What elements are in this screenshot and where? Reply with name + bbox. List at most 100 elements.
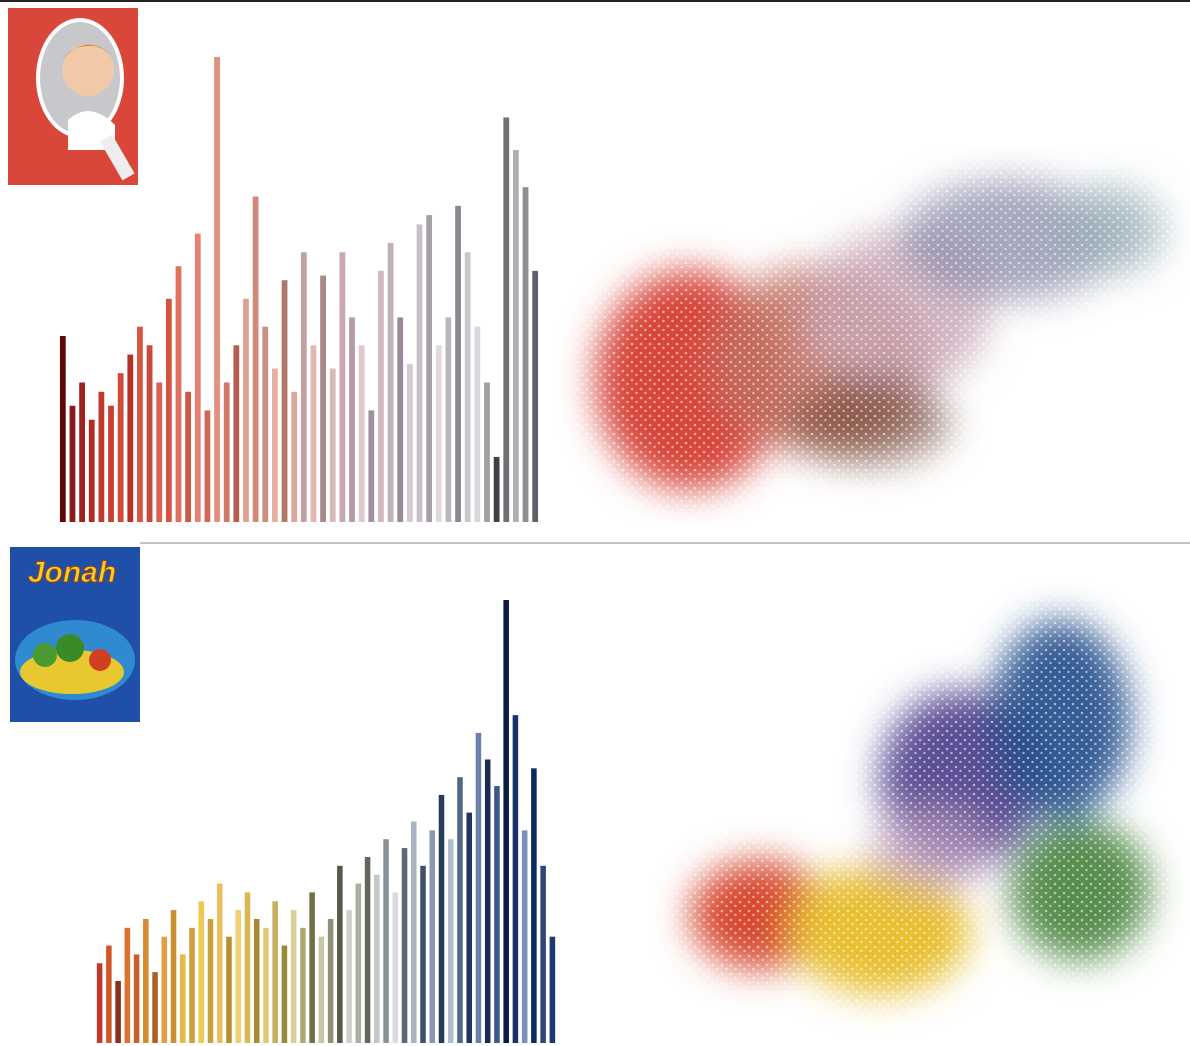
bar xyxy=(175,266,182,522)
bar xyxy=(435,345,442,522)
bar xyxy=(223,382,230,522)
bar xyxy=(466,812,472,1043)
bar xyxy=(180,954,186,1043)
bar xyxy=(420,865,426,1043)
bar xyxy=(355,883,362,1043)
bar xyxy=(455,205,461,523)
poster-bottom: Jonah xyxy=(10,547,140,722)
bar xyxy=(88,419,95,522)
bar xyxy=(531,768,537,1043)
bar xyxy=(337,865,343,1043)
bar xyxy=(318,936,325,1043)
speckle xyxy=(560,120,1190,540)
bar xyxy=(339,252,346,523)
bar xyxy=(165,298,172,522)
bar xyxy=(133,954,140,1043)
bar xyxy=(59,336,66,522)
bar xyxy=(503,117,510,522)
bar xyxy=(216,883,223,1043)
bar xyxy=(349,317,355,522)
bar xyxy=(281,280,288,522)
bar xyxy=(457,777,463,1043)
bar xyxy=(445,317,452,522)
bar xyxy=(329,368,336,522)
bar xyxy=(198,901,205,1043)
bar xyxy=(272,368,278,522)
bar xyxy=(401,848,408,1043)
bar xyxy=(429,830,436,1043)
bar xyxy=(214,57,220,522)
bar xyxy=(69,405,76,522)
bar xyxy=(253,918,260,1043)
bar xyxy=(235,910,241,1043)
bar xyxy=(368,410,375,522)
bar xyxy=(244,892,251,1043)
bar xyxy=(152,972,158,1043)
bar xyxy=(98,391,105,522)
bar xyxy=(387,243,394,522)
bar xyxy=(281,945,288,1043)
bar xyxy=(406,363,413,522)
bar xyxy=(143,918,149,1043)
bar xyxy=(189,927,195,1043)
bar xyxy=(108,405,114,522)
bar xyxy=(185,391,192,522)
poster-top xyxy=(8,8,138,185)
bar xyxy=(309,892,315,1043)
bar xyxy=(532,270,539,522)
bar xyxy=(146,345,153,522)
bar xyxy=(484,382,490,522)
bar xyxy=(233,345,240,522)
bar xyxy=(540,865,546,1043)
bar xyxy=(252,196,259,522)
bar xyxy=(522,187,529,522)
bar xyxy=(290,910,297,1043)
bar xyxy=(475,732,482,1043)
bar xyxy=(243,298,249,522)
bar xyxy=(327,918,334,1043)
bar xyxy=(426,215,433,522)
bar xyxy=(464,252,471,523)
bar xyxy=(300,252,307,523)
bar xyxy=(320,275,326,522)
bar xyxy=(79,382,85,522)
bar xyxy=(474,326,481,522)
bar xyxy=(194,233,201,522)
poster-title: Jonah xyxy=(28,556,116,589)
bar xyxy=(378,270,384,522)
bar xyxy=(115,980,121,1043)
bar xyxy=(226,936,232,1043)
bar xyxy=(397,317,404,522)
bar xyxy=(513,150,519,522)
bar xyxy=(521,830,528,1043)
bar xyxy=(124,927,131,1043)
bar xyxy=(137,326,143,522)
bar xyxy=(204,410,211,522)
bar xyxy=(262,326,269,522)
bar xyxy=(96,963,103,1043)
bar xyxy=(346,910,352,1043)
bar xyxy=(383,839,389,1043)
bar xyxy=(156,382,163,522)
bar xyxy=(512,715,519,1043)
bar xyxy=(392,892,399,1043)
bar xyxy=(411,821,417,1043)
bar xyxy=(484,759,491,1043)
bar xyxy=(161,936,168,1043)
bar xyxy=(503,600,509,1043)
bar xyxy=(127,354,134,522)
bar xyxy=(493,456,500,522)
speckle xyxy=(660,580,1190,1040)
bar xyxy=(272,901,278,1043)
bar xyxy=(364,856,371,1043)
bar xyxy=(374,874,380,1043)
bar xyxy=(263,927,269,1043)
bar xyxy=(106,945,112,1043)
bar xyxy=(494,786,500,1043)
bar xyxy=(207,918,214,1043)
bar xyxy=(358,345,365,522)
bar xyxy=(549,936,556,1043)
bar xyxy=(300,927,306,1043)
